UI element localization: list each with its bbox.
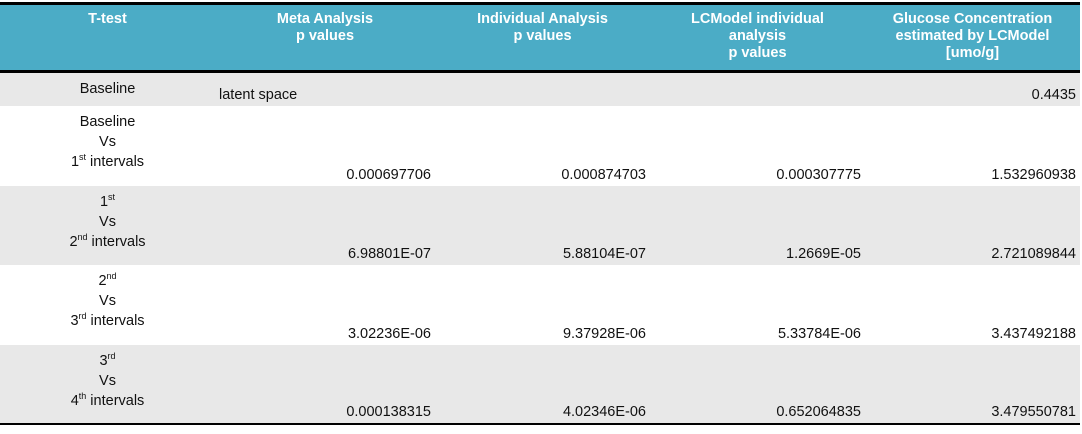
- label-text: intervals: [86, 392, 145, 409]
- label-line: Baseline: [4, 112, 211, 132]
- row-label: 3rd Vs 4th intervals: [0, 344, 215, 425]
- label-superscript: st: [79, 151, 87, 162]
- header-text: Meta Analysis: [276, 11, 374, 27]
- table-row: Baseline latent space 0.4435: [0, 71, 1080, 106]
- table-row: Baseline Vs 1st intervals 0.000697706 0.0008…: [0, 106, 1080, 186]
- label-line: Vs: [4, 371, 211, 391]
- value-cell: 0.000138315: [215, 344, 435, 425]
- header-text: p values: [513, 28, 572, 44]
- row-label: 2nd Vs 3rd intervals: [0, 265, 215, 345]
- row-label: Baseline: [0, 72, 215, 106]
- value-cell: 0.4435: [1031, 86, 1076, 103]
- label-text: Vs: [99, 292, 116, 309]
- table-row: 2nd Vs 3rd intervals 3.02236E-06 9.37928E-06…: [0, 265, 1080, 345]
- label-line: 2nd: [4, 271, 211, 291]
- label-line: Vs: [4, 132, 211, 152]
- value-cell: latent space: [219, 86, 298, 103]
- value-cell: 1.2669E-05: [786, 245, 861, 262]
- header-text: [umo/g]: [945, 45, 1000, 61]
- row-label: Baseline Vs 1st intervals: [0, 106, 215, 186]
- label-text: Vs: [99, 213, 116, 230]
- header-cell: Meta Analysis p values: [215, 2, 435, 73]
- label-line: Vs: [4, 212, 211, 232]
- label-text: 4: [70, 392, 79, 409]
- header-text: p values: [295, 28, 355, 44]
- header-text: Glucose Concentration: [892, 11, 1053, 27]
- value-cell: 0.000874703: [561, 166, 646, 183]
- label-text: 2: [98, 272, 107, 289]
- label-text: intervals: [86, 312, 145, 329]
- header-cell: Individual Analysis p values: [435, 2, 650, 73]
- header-cell: LCModel individual analysis p values: [650, 2, 865, 73]
- label-text: Vs: [99, 133, 116, 150]
- value-cell: [650, 72, 865, 106]
- value-cell: 4.02346E-06: [435, 344, 650, 425]
- value-cell: 9.37928E-06: [562, 325, 646, 342]
- label-text: Vs: [99, 372, 116, 389]
- value-cell: 3.437492188: [991, 325, 1076, 342]
- value-cell: 3.02236E-06: [347, 325, 431, 342]
- label-superscript: th: [78, 390, 87, 401]
- value-cell: 0.652064835: [650, 344, 865, 425]
- value-cell: 2.721089844: [991, 245, 1076, 262]
- header-text: T-test: [88, 11, 127, 27]
- label-line: 3rd: [4, 351, 211, 371]
- value-cell: 5.88104E-07: [562, 245, 646, 262]
- value-cell: 5.33784E-06: [777, 325, 861, 342]
- value-cell: 6.98801E-07: [347, 245, 431, 262]
- value-cell: 1.532960938: [991, 166, 1076, 183]
- label-line: 1st: [4, 192, 211, 212]
- label-superscript: rd: [107, 350, 116, 361]
- header-cell: T-test: [0, 2, 215, 73]
- header-text: LCModel individual: [691, 11, 824, 27]
- header-text: estimated by LCModel: [895, 28, 1050, 44]
- label-text: 2: [69, 233, 78, 250]
- label-line: 1st intervals: [4, 152, 211, 172]
- label-superscript: st: [108, 191, 116, 202]
- table-body: Baseline latent space 0.4435 Baseline Vs 1st …: [0, 71, 1080, 425]
- label-text: Baseline: [79, 113, 136, 130]
- value-cell: 0.000697706: [346, 166, 431, 183]
- label-text: 1: [99, 193, 109, 210]
- header-text: Individual Analysis: [477, 11, 608, 27]
- header-cell: Glucose Concentration estimated by LCMode…: [865, 2, 1080, 73]
- label-text: intervals: [87, 233, 146, 250]
- label-text: 3: [99, 352, 108, 369]
- value-cell: [435, 72, 650, 106]
- label-superscript: nd: [106, 270, 117, 281]
- label-superscript: rd: [78, 310, 87, 321]
- label-line: Baseline: [4, 79, 211, 99]
- label-line: 2nd intervals: [4, 232, 211, 252]
- label-text: 3: [70, 312, 79, 329]
- header-row: T-test Meta Analysis p values Individual An…: [0, 2, 1080, 73]
- label-superscript: nd: [77, 231, 88, 242]
- results-table: T-test Meta Analysis p values Individual An…: [0, 2, 1080, 425]
- label-text: intervals: [86, 153, 145, 170]
- value-cell: 3.479550781: [865, 344, 1080, 425]
- table-row: 1st Vs 2nd intervals 6.98801E-07 5.88104E-07…: [0, 185, 1080, 265]
- label-text: Baseline: [79, 81, 136, 97]
- label-line: 3rd intervals: [4, 311, 211, 331]
- row-label: 1st Vs 2nd intervals: [0, 186, 215, 265]
- table-row: 3rd Vs 4th intervals 0.000138315 4.02346E-06…: [0, 344, 1080, 425]
- label-line: Vs: [4, 291, 211, 311]
- header-text: analysis: [728, 28, 787, 44]
- header-text: p values: [728, 45, 787, 61]
- label-line: 4th intervals: [4, 391, 211, 411]
- label-text: 1: [70, 153, 80, 170]
- value-cell: 0.000307775: [776, 166, 861, 183]
